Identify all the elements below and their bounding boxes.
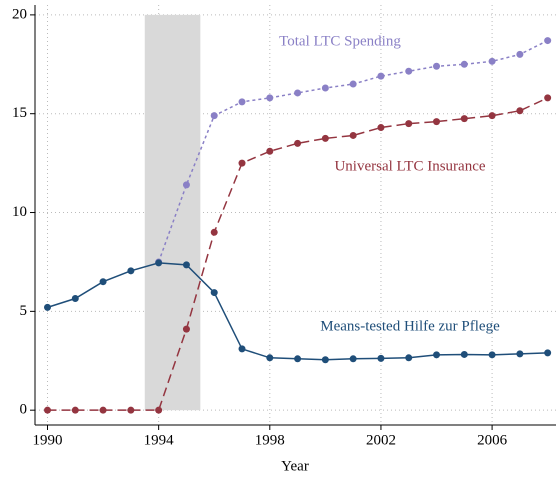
data-point [516,350,524,358]
data-point [488,57,496,65]
y-tick-label: 15 [12,105,27,121]
data-point [377,72,385,80]
data-point [210,228,218,236]
data-point [182,325,190,333]
x-tick-label: 1998 [255,432,285,448]
data-point [294,139,302,147]
x-tick-label: 1994 [144,432,175,448]
data-point [71,406,79,414]
data-point [460,115,468,123]
data-point [433,118,441,126]
series-label: Universal LTC Insurance [334,158,485,174]
data-point [349,355,357,363]
x-axis-label: Year [281,458,309,474]
data-point [544,349,552,357]
series-line [157,39,548,263]
data-point [210,289,218,297]
data-point [99,406,107,414]
data-point [182,181,190,189]
data-point [127,267,135,275]
series-line [47,262,548,361]
data-point [516,107,524,115]
data-point [377,124,385,132]
data-point [238,345,246,353]
data-point [433,351,441,359]
data-point [238,159,246,167]
data-point [99,278,107,286]
data-point [266,354,274,362]
y-tick-label: 0 [20,402,28,418]
data-point [321,84,329,92]
data-point [266,147,274,155]
data-point [433,62,441,70]
shaded-region [144,14,201,411]
data-point [349,131,357,139]
x-tick-label: 2006 [477,432,508,448]
data-point [321,134,329,142]
series-label: Total LTC Spending [279,33,401,49]
data-point [405,67,413,75]
data-point [127,406,135,414]
data-point [460,350,468,358]
y-tick-label: 10 [12,204,27,220]
x-tick-label: 1990 [33,432,63,448]
data-point [155,406,163,414]
data-point [377,354,385,362]
y-tick-label: 20 [12,6,27,22]
data-point [210,112,218,120]
data-point [349,80,357,88]
y-tick-label: 5 [20,303,28,319]
data-point [488,351,496,359]
data-point [182,261,190,269]
data-point [460,60,468,68]
data-point [44,303,52,311]
data-point [294,89,302,97]
data-point [516,50,524,58]
data-point [405,120,413,128]
data-point [238,98,246,106]
data-point [488,112,496,120]
x-tick-label: 2002 [366,432,396,448]
data-point [544,94,552,102]
data-point [71,295,79,303]
data-point [266,94,274,102]
data-point [321,356,329,364]
series-label: Means-tested Hilfe zur Pflege [320,318,500,334]
data-point [544,37,552,45]
data-point [155,259,163,267]
data-point [405,354,413,362]
data-point [44,406,52,414]
data-point [294,355,302,363]
